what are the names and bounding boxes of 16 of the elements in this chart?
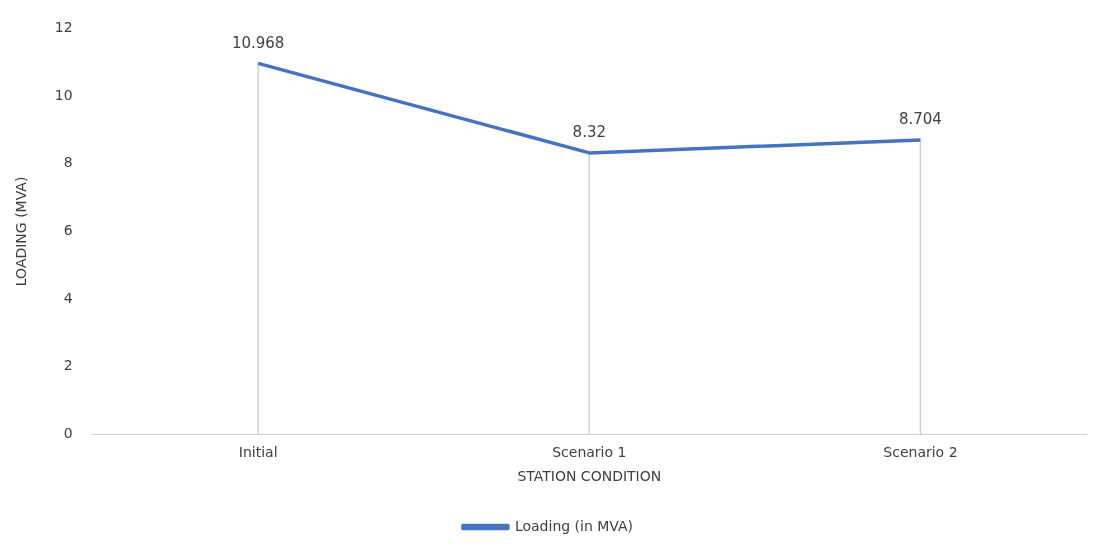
- y-tick-label: 4: [63, 289, 73, 306]
- x-axis-title: STATION CONDITION: [517, 468, 662, 485]
- y-axis-title: LOADING (MVA): [13, 176, 30, 287]
- data-label: 10.968: [231, 33, 285, 52]
- y-tick-label: 6: [63, 222, 73, 239]
- legend-label: Loading (in MVA): [514, 517, 634, 534]
- y-tick-label: 12: [54, 19, 73, 36]
- x-tick-label: Scenario 2: [883, 444, 958, 461]
- y-tick-label: 0: [63, 425, 73, 442]
- data-label: 8.32: [572, 123, 607, 142]
- x-tick-label: Scenario 1: [552, 444, 627, 461]
- data-label: 8.704: [898, 110, 942, 129]
- y-tick-label: 2: [63, 357, 73, 374]
- y-tick-label: 10: [54, 86, 73, 103]
- x-tick-label: Initial: [238, 444, 278, 461]
- y-tick-label: 8: [63, 154, 73, 171]
